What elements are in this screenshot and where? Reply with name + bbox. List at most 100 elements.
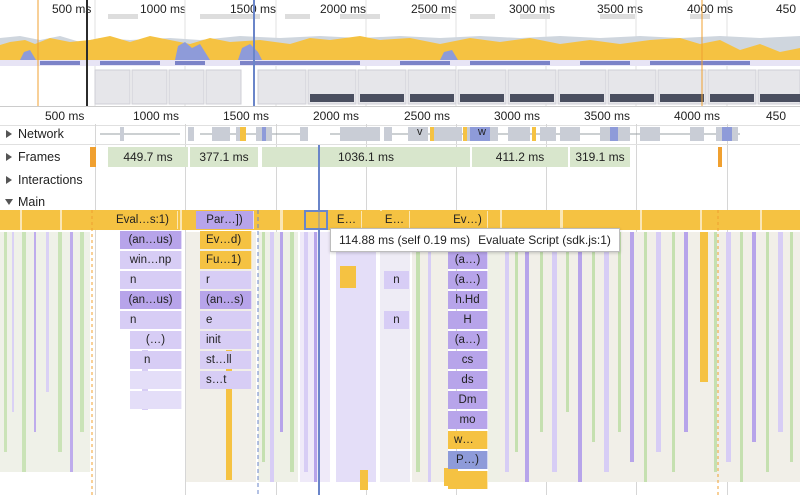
grid-line — [185, 124, 186, 495]
flame-event-label: (a…) — [454, 334, 481, 346]
ruler-tick: 4000 ms — [674, 109, 721, 123]
flame-event-label: s…t — [206, 374, 227, 386]
flame-event[interactable]: Ev…d) — [200, 231, 252, 249]
flame-event[interactable]: e — [200, 311, 252, 329]
flame-event-label: Dm — [458, 394, 477, 406]
flame-event[interactable]: Dm — [448, 391, 488, 409]
interactions-label: Interactions — [18, 173, 83, 187]
flame-event[interactable]: H — [448, 311, 488, 329]
flame-event-label: e — [206, 314, 213, 326]
flame-event[interactable]: s…t — [200, 371, 252, 389]
flame-event-label: (an…us) — [128, 234, 173, 246]
flame-event-label: Par…]) — [206, 214, 243, 226]
flame-event[interactable]: Fu…1) — [200, 251, 252, 269]
flame-event[interactable]: st…ll — [200, 351, 252, 369]
flame-event[interactable]: Eval…s:1) — [108, 211, 178, 229]
flame-event[interactable]: (an…us) — [120, 291, 182, 309]
tooltip-title: Evaluate Script (sdk.js:1) — [478, 233, 611, 247]
flame-event-label: Ev…d) — [206, 234, 242, 246]
event-tooltip: 114.88 ms (self 0.19 ms) Evaluate Script… — [330, 228, 620, 252]
frame-block[interactable]: 449.7 ms — [108, 147, 189, 167]
overview-pane[interactable]: 500 ms 1000 ms 1500 ms 2000 ms 2500 ms 3… — [0, 0, 800, 106]
flame-event[interactable]: (a…) — [448, 331, 488, 349]
flame-event[interactable]: cs — [448, 351, 488, 369]
flame-event[interactable]: n — [384, 311, 410, 329]
flame-event-label: (an…us) — [128, 294, 173, 306]
flame-event[interactable]: (…) — [130, 331, 182, 349]
selected-event-box[interactable] — [304, 210, 328, 230]
ruler-tick: 1000 ms — [133, 109, 180, 123]
overview-tick: 4000 ms — [687, 2, 734, 16]
flame-event[interactable]: E… — [332, 211, 362, 229]
flame-event[interactable]: win…np — [120, 251, 182, 269]
frame-duration: 1036.1 ms — [337, 150, 395, 164]
frame-marker — [718, 147, 722, 167]
flame-event[interactable]: E… — [380, 211, 410, 229]
flame-event-label: cs — [461, 354, 474, 366]
flame-event-label: Fu…1) — [206, 254, 242, 266]
flame-event — [130, 391, 182, 409]
flame-event-label: Eval…s:1) — [115, 214, 170, 226]
flame-event[interactable]: init — [200, 331, 252, 349]
network-track[interactable]: Network v w — [0, 124, 800, 145]
flame-event-label: E… — [336, 214, 357, 226]
grid-line — [456, 124, 457, 495]
frame-duration: 377.1 ms — [199, 150, 249, 164]
ruler-tick: 3500 ms — [584, 109, 631, 123]
flame-event[interactable]: ds — [448, 371, 488, 389]
interactions-track[interactable]: Interactions — [0, 169, 800, 191]
interactions-track-header[interactable]: Interactions — [0, 169, 83, 191]
frame-block[interactable]: 1036.1 ms — [262, 147, 471, 167]
flame-event[interactable]: mo — [448, 411, 488, 429]
flame-event[interactable]: (an…s) — [200, 291, 252, 309]
flame-event-label: (a…) — [454, 254, 481, 266]
network-track-header[interactable]: Network — [0, 124, 64, 144]
flame-event[interactable]: n — [130, 351, 182, 369]
overview-tick: 3000 ms — [509, 2, 556, 16]
overview-tick: 2500 ms — [411, 2, 458, 16]
main-track-header[interactable]: Main — [0, 192, 45, 212]
ruler-tick: 500 ms — [45, 109, 85, 123]
expand-triangle-icon[interactable] — [6, 176, 12, 184]
flame-event[interactable]: n — [120, 271, 182, 289]
flame-event[interactable]: (a…) — [448, 271, 488, 289]
flame-event-label: win…np — [129, 254, 172, 266]
ruler-tick: 450 — [766, 109, 787, 123]
flame-event[interactable]: (a…) — [448, 251, 488, 269]
frame-block[interactable]: 319.1 ms — [570, 147, 631, 167]
timeline-ruler: 500 ms 1000 ms 1500 ms 2000 ms 2500 ms 3… — [0, 106, 800, 126]
flame-event[interactable]: P…) — [448, 451, 488, 469]
frame-marker — [90, 147, 96, 167]
flame-event-label: init — [206, 334, 221, 346]
flame-event-label: ds — [461, 374, 474, 386]
flame-event-label: w… — [454, 434, 474, 446]
flame-event[interactable]: w… — [448, 431, 488, 449]
flame-event[interactable]: r — [200, 271, 252, 289]
flame-event-label: P…) — [456, 454, 479, 466]
flame-event[interactable]: h.Hd — [448, 291, 488, 309]
expand-triangle-icon[interactable] — [6, 153, 12, 161]
network-request-label: w — [478, 126, 486, 138]
expand-triangle-icon[interactable] — [6, 130, 12, 138]
flame-event[interactable]: Ev…) — [448, 211, 488, 229]
flame-event[interactable]: Par…]) — [196, 211, 254, 229]
overview-tick: 2000 ms — [320, 2, 367, 16]
flame-event-label: n — [130, 274, 137, 286]
main-flame-chart[interactable] — [0, 210, 800, 495]
collapse-triangle-icon[interactable] — [5, 199, 13, 205]
flame-event-label: n — [130, 314, 137, 326]
frame-block[interactable]: 377.1 ms — [190, 147, 259, 167]
flame-event-label: (an…s) — [206, 294, 244, 306]
flame-event[interactable]: n — [120, 311, 182, 329]
frame-duration: 411.2 ms — [495, 150, 545, 164]
flame-event-label: h.Hd — [455, 294, 480, 306]
main-label: Main — [18, 195, 46, 209]
overview-tick: 450 — [776, 2, 797, 16]
frames-track[interactable]: Frames — [0, 145, 800, 169]
frame-block[interactable]: 411.2 ms — [472, 147, 569, 167]
flame-event[interactable]: n — [384, 271, 410, 289]
overview-activity-chart — [0, 0, 800, 106]
flame-event-label: E… — [384, 214, 405, 226]
frames-track-header[interactable]: Frames — [0, 145, 60, 169]
flame-event[interactable]: (an…us) — [120, 231, 182, 249]
